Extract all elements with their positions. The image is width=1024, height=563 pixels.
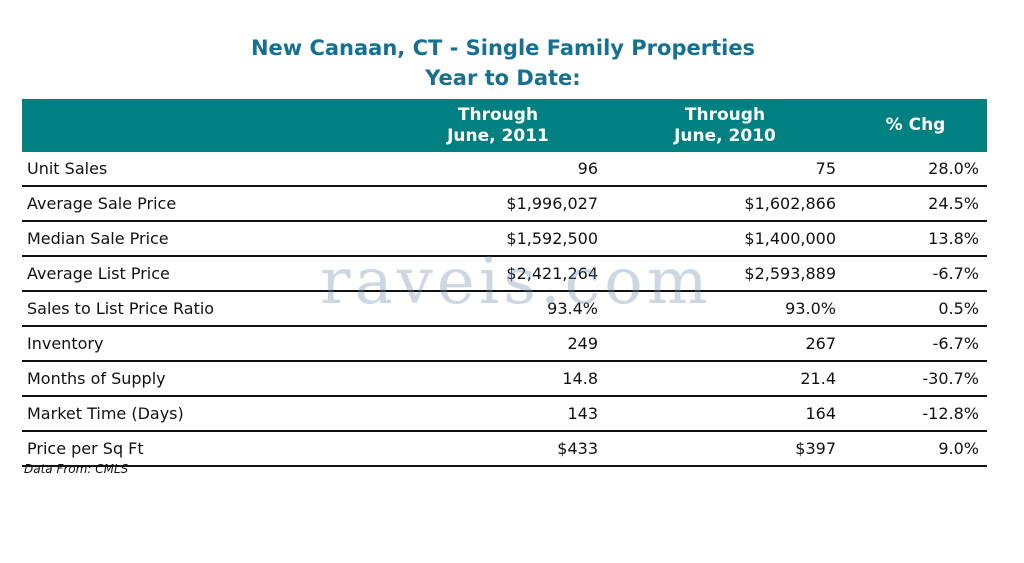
table-row: Sales to List Price Ratio 93.4% 93.0% 0.5%	[22, 291, 987, 327]
value-change: 13.8%	[844, 221, 987, 257]
value-2011: 143	[390, 396, 606, 432]
table-row: Unit Sales 96 75 28.0%	[22, 152, 987, 187]
row-label: Unit Sales	[22, 152, 390, 187]
value-2010: 164	[606, 396, 844, 432]
value-2011: 96	[390, 152, 606, 187]
value-change: 24.5%	[844, 186, 987, 222]
header-line: June, 2010	[674, 125, 776, 146]
value-2010: 75	[606, 152, 844, 187]
value-2011: 14.8	[390, 361, 606, 397]
value-2011: 249	[390, 326, 606, 362]
value-2010: 93.0%	[606, 291, 844, 327]
table-row: Months of Supply 14.8 21.4 -30.7%	[22, 361, 987, 397]
row-label: Average Sale Price	[22, 186, 390, 222]
value-2010: $2,593,889	[606, 256, 844, 292]
header-line: % Chg	[885, 115, 946, 135]
table-row: Average Sale Price $1,996,027 $1,602,866 24…	[22, 186, 987, 222]
row-label: Market Time (Days)	[22, 396, 390, 432]
header-line: June, 2011	[447, 125, 549, 146]
header-row: Through June, 2011 Through June, 2010 % Ch…	[22, 99, 987, 152]
row-label: Median Sale Price	[22, 221, 390, 257]
value-2010: $1,602,866	[606, 186, 844, 222]
value-change: 9.0%	[844, 431, 987, 467]
value-change: 28.0%	[844, 152, 987, 187]
table-row: Inventory 249 267 -6.7%	[22, 326, 987, 362]
header-2010: Through June, 2010	[606, 99, 844, 152]
header-line: Through	[457, 104, 539, 125]
value-2010: $397	[606, 431, 844, 467]
value-2011: $2,421,264	[390, 256, 606, 292]
value-change: -6.7%	[844, 326, 987, 362]
value-2011: $433	[390, 431, 606, 467]
value-2011: 93.4%	[390, 291, 606, 327]
value-2010: 267	[606, 326, 844, 362]
page-subtitle: Year to Date:	[425, 66, 581, 90]
value-change: -30.7%	[844, 361, 987, 397]
header-change: % Chg	[844, 99, 987, 152]
table-row: Median Sale Price $1,592,500 $1,400,000 13.…	[22, 221, 987, 257]
value-2011: $1,996,027	[390, 186, 606, 222]
table-row: Average List Price $2,421,264 $2,593,889 -6…	[22, 256, 987, 292]
header-2011: Through June, 2011	[390, 99, 606, 152]
value-2011: $1,592,500	[390, 221, 606, 257]
row-label: Inventory	[22, 326, 390, 362]
value-change: -6.7%	[844, 256, 987, 292]
data-source: Data From: CMLS	[24, 462, 129, 476]
value-2010: 21.4	[606, 361, 844, 397]
value-change: -12.8%	[844, 396, 987, 432]
value-change: 0.5%	[844, 291, 987, 327]
row-label: Price per Sq Ft	[22, 431, 390, 467]
page-title: New Canaan, CT - Single Family Propertie…	[250, 36, 756, 60]
header-line: Through	[684, 104, 766, 125]
row-label: Average List Price	[22, 256, 390, 292]
table-row: Price per Sq Ft $433 $397 9.0%	[22, 431, 987, 467]
value-2010: $1,400,000	[606, 221, 844, 257]
row-label: Sales to List Price Ratio	[22, 291, 390, 327]
header-label	[22, 99, 390, 152]
row-label: Months of Supply	[22, 361, 390, 397]
stats-table: Through June, 2011 Through June, 2010 % Ch…	[22, 99, 987, 467]
table-row: Market Time (Days) 143 164 -12.8%	[22, 396, 987, 432]
